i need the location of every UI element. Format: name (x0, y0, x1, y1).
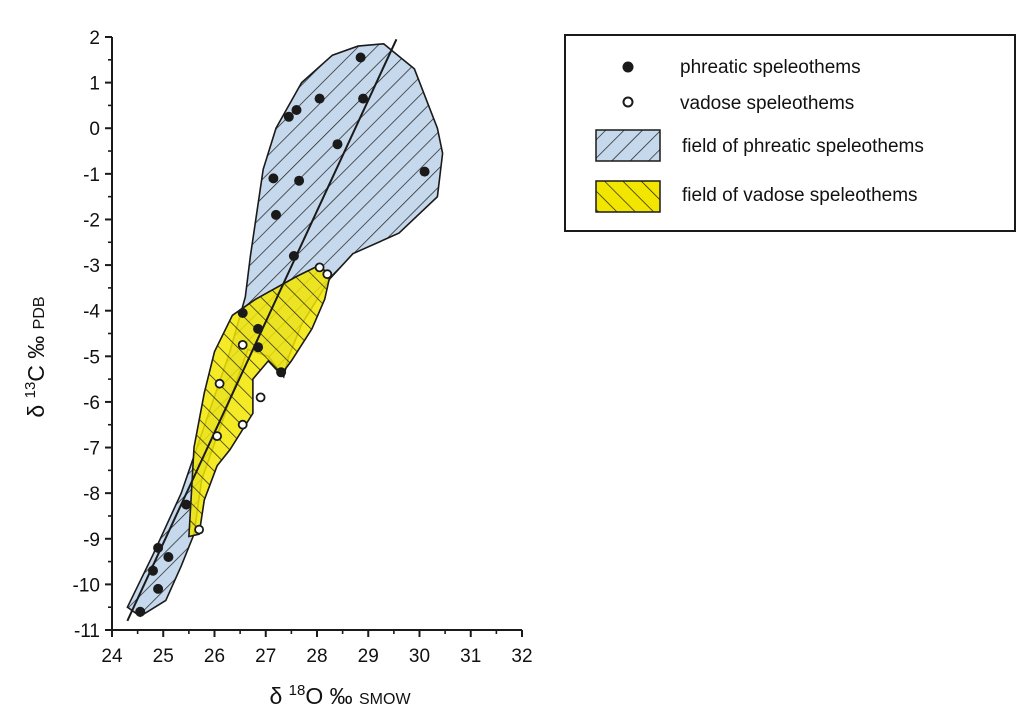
x-tick-label: 31 (460, 646, 481, 667)
x-tick-label: 25 (153, 646, 174, 667)
y-axis-title-sub: PDB (31, 296, 48, 329)
legend: phreatic speleothems vadose speleothems … (564, 34, 1016, 232)
vadose-point (314, 262, 325, 273)
y-axis-title-delta: δ (23, 398, 49, 417)
phreatic-point (271, 209, 281, 220)
x-tick-label: 24 (101, 646, 123, 667)
fields-layer (126, 42, 444, 618)
phreatic-point (276, 367, 287, 378)
legend-label-vadose: vadose speleothems (680, 93, 854, 114)
phreatic-point (253, 342, 264, 353)
y-tick-label: 1 (89, 74, 100, 95)
phreatic-point (253, 323, 264, 334)
phreatic-point (237, 308, 248, 318)
vadose-point (212, 431, 223, 442)
legend-filled-circle-icon (622, 61, 634, 73)
legend-label-phreatic-field: field of phreatic speleothems (682, 136, 924, 157)
phreatic-point (291, 105, 302, 115)
x-axis-title-sub: SMOW (359, 691, 411, 708)
y-axis-title: δ 13C ‰ PDB (22, 296, 49, 417)
y-tick-label: -9 (83, 530, 100, 551)
y-tick-label: -6 (83, 393, 100, 414)
x-tick-label: 26 (204, 646, 225, 667)
y-tick-label: -8 (83, 484, 100, 505)
phreatic-point (153, 583, 164, 594)
y-tick-label: 0 (89, 119, 100, 140)
x-tick-label: 28 (306, 646, 327, 667)
y-tick-label: -2 (83, 210, 100, 231)
phreatic-point (135, 606, 146, 617)
legend-label-vadose-field: field of vadose speleothems (682, 185, 918, 206)
phreatic-point (419, 166, 430, 177)
y-tick-label: 2 (89, 28, 100, 49)
y-tick-label: -3 (83, 256, 100, 277)
phreatic-point (314, 93, 325, 104)
phreatic-point (148, 565, 158, 576)
phreatic-point (294, 175, 305, 186)
x-axis-title-sup: 18 (289, 682, 306, 699)
x-axis-title: δ 18O ‰ SMOW (269, 682, 411, 709)
phreatic-point (268, 173, 279, 184)
phreatic-point (163, 552, 174, 562)
vadose-point (194, 524, 205, 535)
x-tick-label: 27 (255, 646, 276, 667)
data-points (135, 52, 430, 617)
vadose-point (322, 269, 333, 280)
legend-label-phreatic: phreatic speleothems (680, 57, 861, 78)
phreatic-point (332, 139, 343, 150)
phreatic-point (181, 499, 192, 510)
vadose-point (237, 419, 248, 430)
x-tick-label: 32 (511, 646, 532, 667)
legend-vadose-patch-icon (595, 180, 661, 213)
x-tick-label: 30 (409, 646, 430, 667)
y-axis-title-sup: 13 (22, 382, 39, 399)
phreatic-point (283, 111, 294, 122)
x-axis-title-delta: δ (269, 683, 288, 709)
y-axis-title-main: C ‰ (23, 329, 49, 381)
legend-phreatic-patch-icon (595, 129, 661, 162)
phreatic-point (355, 52, 366, 63)
x-axis-title-main: O ‰ (305, 683, 359, 709)
y-tick-label: -1 (83, 165, 100, 186)
y-tick-label: -11 (74, 621, 100, 642)
y-tick-label: -5 (83, 347, 100, 368)
vadose-point (255, 392, 266, 403)
phreatic-point (153, 542, 164, 553)
phreatic-point (358, 93, 369, 104)
x-tick-label: 29 (358, 646, 379, 667)
legend-open-circle-icon (622, 96, 634, 108)
vadose-point (237, 339, 248, 350)
y-tick-label: -10 (73, 575, 100, 596)
y-tick-label: -7 (83, 439, 100, 460)
y-tick-label: -4 (83, 302, 100, 323)
vadose-point (214, 378, 225, 389)
phreatic-point (288, 251, 299, 261)
